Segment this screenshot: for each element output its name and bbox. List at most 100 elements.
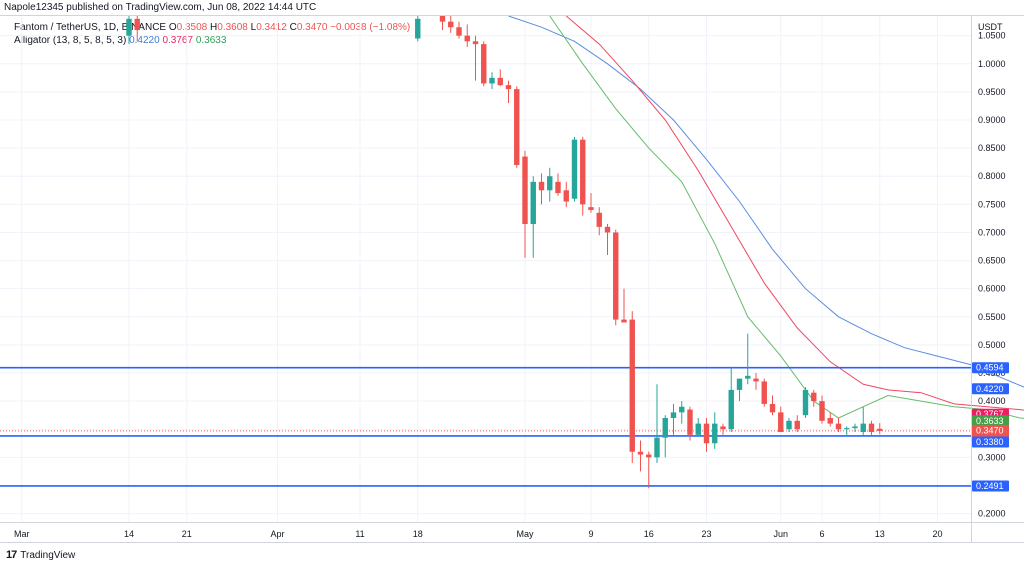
candle-body — [505, 85, 512, 90]
candle — [571, 136, 578, 202]
ohlc-change-value: −0.0038 (−1.08%) — [330, 22, 411, 33]
candle-body — [621, 319, 627, 323]
candle-body — [588, 207, 594, 210]
candle — [621, 288, 627, 323]
candle — [753, 373, 759, 390]
x-tick-label: Jun — [773, 529, 788, 539]
candle — [596, 207, 602, 236]
candle — [720, 423, 726, 435]
candle — [489, 72, 495, 90]
candle — [827, 412, 833, 427]
candle — [802, 387, 809, 418]
price-label-box — [972, 383, 1009, 395]
ohlc-close-label: C — [289, 22, 297, 33]
candle — [868, 420, 875, 435]
candle — [415, 16, 421, 42]
candle-body — [596, 212, 602, 227]
x-tick-label: Mar — [14, 529, 30, 539]
y-tick-label: 0.4000 — [978, 396, 1006, 406]
axes — [0, 15, 1024, 543]
ohlc-high-value: 0.3608 — [217, 22, 248, 33]
x-tick-label: 18 — [413, 529, 423, 539]
candle — [844, 426, 850, 435]
candles — [126, 16, 883, 489]
price-labels: 0.45940.42200.37670.36330.347009:15:350.… — [972, 362, 1011, 492]
y-tick-label: 0.6000 — [978, 284, 1006, 294]
candle-body — [646, 454, 652, 458]
candle — [670, 403, 677, 435]
candle — [613, 229, 619, 326]
candle — [456, 21, 462, 39]
candle — [695, 417, 701, 435]
candle — [819, 395, 825, 424]
candle-body — [522, 156, 528, 225]
x-tick-label: 9 — [588, 529, 593, 539]
candle — [654, 384, 660, 463]
price-label-text: 0.3470 — [976, 425, 1004, 435]
candle-body — [778, 412, 784, 433]
candle — [464, 24, 470, 47]
candle — [769, 395, 776, 416]
candle — [877, 423, 883, 435]
x-tick-label: 6 — [819, 529, 824, 539]
candle — [472, 35, 479, 81]
candle-body — [580, 139, 586, 205]
candle-body — [538, 181, 545, 191]
candle — [126, 16, 132, 45]
alligator-lips-line — [549, 15, 1024, 419]
candle — [604, 224, 611, 255]
candle-body — [126, 18, 132, 36]
candle-body — [860, 423, 866, 433]
candle-body — [736, 378, 743, 390]
candle-body — [662, 417, 668, 438]
candle-body — [769, 403, 776, 413]
x-tick-label: 16 — [644, 529, 654, 539]
y-tick-label: 0.3000 — [978, 452, 1006, 462]
x-tick-label: 11 — [355, 529, 364, 539]
x-tick-label: Apr — [270, 529, 284, 539]
candle — [588, 193, 594, 213]
y-tick-label: 0.5500 — [978, 312, 1006, 322]
price-label-text: 0.4594 — [976, 363, 1004, 373]
teeth-value: 0.3767 — [162, 35, 194, 46]
candle — [728, 367, 734, 433]
ohlc-low-label: L — [250, 22, 257, 33]
candle-body — [712, 423, 718, 444]
x-tick-label: May — [516, 529, 534, 539]
tradingview-logo-icon: 17 — [6, 549, 17, 561]
candle — [530, 176, 536, 258]
candle — [835, 417, 842, 433]
footer-brand: TradingView — [20, 549, 76, 561]
y-tick-label: 0.5000 — [978, 340, 1006, 350]
candle-body — [679, 406, 685, 413]
candle-body — [819, 401, 825, 421]
candle — [629, 311, 635, 463]
indicator-legend: Alligator (13, 8, 5, 8, 5, 3) 0.4220 0.3… — [14, 35, 226, 46]
candle-body — [794, 420, 800, 430]
price-label-text: 0.3380 — [976, 437, 1004, 447]
y-tick-label: 0.2000 — [978, 509, 1006, 519]
candle-body — [489, 77, 495, 84]
candle-body — [703, 423, 710, 444]
candle-body — [695, 423, 701, 435]
candle — [778, 406, 784, 433]
price-label-box — [972, 436, 1009, 448]
time-axis[interactable]: Mar 14 21 Apr 11 18 May 9 16 23 Jun 6 13 20 — [14, 529, 943, 539]
candle-body — [134, 18, 140, 31]
candle-body — [613, 232, 619, 320]
candle-body — [654, 437, 660, 458]
price-label-text: 0.4220 — [976, 384, 1004, 394]
candle — [497, 69, 503, 87]
grid — [0, 16, 971, 522]
price-label-box — [972, 362, 1009, 374]
candle-body — [670, 412, 677, 418]
candle-body — [802, 389, 809, 416]
x-tick-label: 13 — [875, 529, 885, 539]
candle-body — [530, 181, 536, 225]
candle — [703, 417, 710, 452]
price-label-text: 0.3633 — [976, 416, 1004, 426]
candle-body — [555, 181, 561, 194]
candle-body — [481, 44, 487, 84]
candle — [745, 333, 751, 385]
